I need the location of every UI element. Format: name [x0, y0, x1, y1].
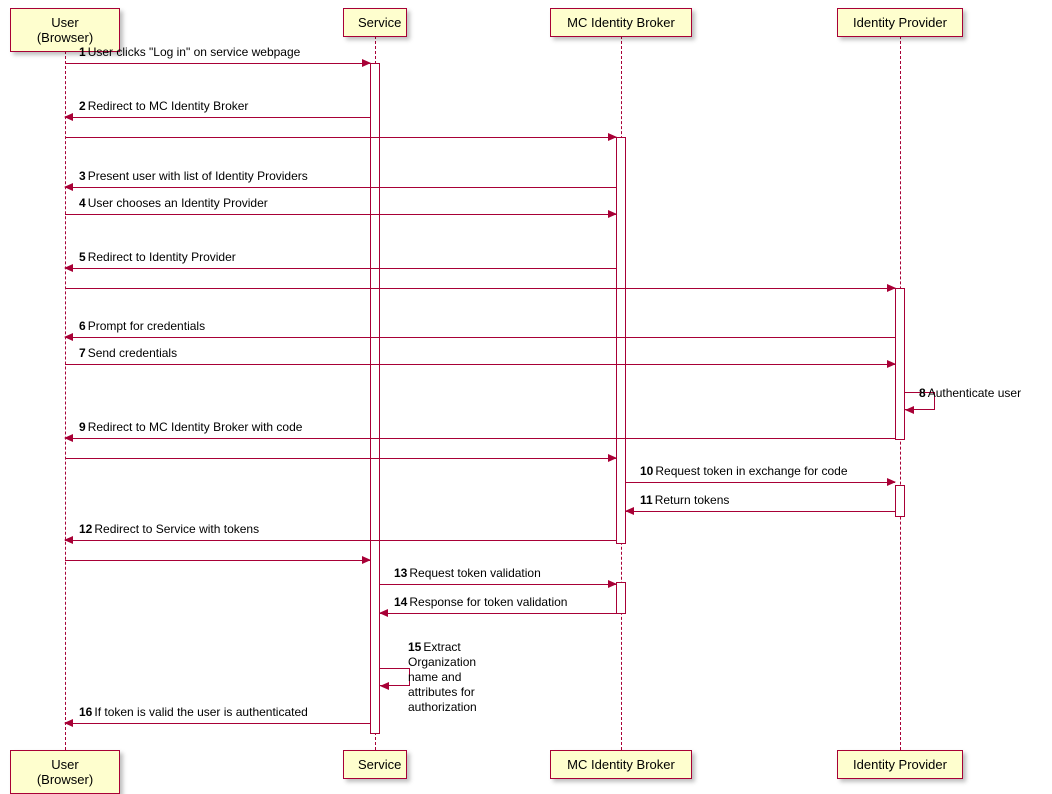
sequence-diagram: User (Browser)ServiceMC Identity BrokerI… — [0, 0, 1052, 785]
message-number: 3 — [79, 169, 86, 183]
arrow-head — [64, 719, 73, 727]
message-label: 13Request token validation — [394, 566, 541, 580]
arrow-head — [887, 478, 896, 486]
participant-idp: Identity Provider — [837, 8, 963, 37]
message-label: 16If token is valid the user is authenti… — [79, 705, 308, 719]
message-text: Redirect to MC Identity Broker with code — [88, 420, 303, 434]
message-label: 3Present user with list of Identity Prov… — [79, 169, 308, 183]
message-line — [65, 560, 370, 561]
self-call-arrow — [905, 406, 914, 414]
message-number: 7 — [79, 346, 86, 360]
message-label: 7Send credentials — [79, 346, 177, 360]
message-number: 16 — [79, 705, 92, 719]
message-text: Send credentials — [88, 346, 177, 360]
arrow-head — [64, 434, 73, 442]
activation-service-0 — [370, 63, 380, 734]
message-text: User clicks "Log in" on service webpage — [88, 45, 301, 59]
message-label: 4User chooses an Identity Provider — [79, 196, 268, 210]
message-text: Redirect to MC Identity Broker — [88, 99, 249, 113]
activation-idp-3 — [895, 485, 905, 517]
message-text: Redirect to Identity Provider — [88, 250, 236, 264]
participant-user: User (Browser) — [10, 750, 120, 794]
arrow-head — [362, 556, 371, 564]
arrow-head — [64, 264, 73, 272]
message-number: 6 — [79, 319, 86, 333]
message-line — [626, 511, 895, 512]
arrow-head — [64, 183, 73, 191]
arrow-head — [362, 59, 371, 67]
message-text: User chooses an Identity Provider — [88, 196, 268, 210]
message-number: 14 — [394, 595, 407, 609]
message-text: Prompt for credentials — [88, 319, 205, 333]
message-line — [380, 584, 616, 585]
message-label: 11Return tokens — [640, 493, 729, 507]
arrow-head — [64, 536, 73, 544]
message-line — [65, 540, 616, 541]
arrow-head — [625, 507, 634, 515]
participant-service: Service — [343, 750, 407, 779]
message-label: 6Prompt for credentials — [79, 319, 205, 333]
participant-idp: Identity Provider — [837, 750, 963, 779]
message-number: 11 — [640, 493, 653, 507]
message-line — [65, 63, 370, 64]
participant-broker: MC Identity Broker — [550, 8, 692, 37]
message-line — [65, 117, 370, 118]
message-label: 5Redirect to Identity Provider — [79, 250, 236, 264]
self-message-number: 8 — [919, 386, 926, 400]
message-line — [65, 137, 616, 138]
self-message-number: 15 — [408, 640, 421, 654]
message-line — [380, 613, 616, 614]
activation-idp-2 — [895, 288, 905, 440]
message-label: 2Redirect to MC Identity Broker — [79, 99, 248, 113]
self-message-text: Authenticate user — [928, 386, 1021, 400]
participant-service: Service — [343, 8, 407, 37]
message-text: Request token validation — [409, 566, 540, 580]
message-number: 4 — [79, 196, 86, 210]
message-line — [65, 214, 616, 215]
arrow-head — [608, 454, 617, 462]
arrow-head — [64, 113, 73, 121]
activation-broker-4 — [616, 582, 626, 614]
message-text: Redirect to Service with tokens — [94, 522, 259, 536]
message-line — [65, 337, 895, 338]
message-label: 14Response for token validation — [394, 595, 567, 609]
arrow-head — [64, 333, 73, 341]
message-text: If token is valid the user is authentica… — [94, 705, 307, 719]
arrow-head — [608, 210, 617, 218]
message-text: Present user with list of Identity Provi… — [88, 169, 308, 183]
message-text: Request token in exchange for code — [655, 464, 847, 478]
message-number: 10 — [640, 464, 653, 478]
message-label: 10Request token in exchange for code — [640, 464, 848, 478]
arrow-head — [379, 609, 388, 617]
message-number: 9 — [79, 420, 86, 434]
self-call-arrow — [380, 682, 389, 690]
message-label: 9Redirect to MC Identity Broker with cod… — [79, 420, 302, 434]
message-label: 1User clicks "Log in" on service webpage — [79, 45, 300, 59]
message-line — [65, 723, 370, 724]
activation-broker-1 — [616, 137, 626, 544]
message-line — [65, 458, 616, 459]
arrow-head — [608, 580, 617, 588]
message-line — [65, 268, 616, 269]
lifeline-user — [65, 36, 66, 750]
message-number: 2 — [79, 99, 86, 113]
message-number: 1 — [79, 45, 86, 59]
message-line — [65, 187, 616, 188]
message-text: Return tokens — [655, 493, 730, 507]
self-message-label: 15Extract Organization name andattribute… — [408, 640, 477, 715]
participant-broker: MC Identity Broker — [550, 750, 692, 779]
message-line — [626, 482, 895, 483]
arrow-head — [887, 360, 896, 368]
message-text: Response for token validation — [409, 595, 567, 609]
message-number: 13 — [394, 566, 407, 580]
message-line — [65, 288, 895, 289]
arrow-head — [887, 284, 896, 292]
message-line — [65, 438, 895, 439]
self-message-label: 8Authenticate user — [919, 386, 1021, 400]
message-label: 12Redirect to Service with tokens — [79, 522, 259, 536]
arrow-head — [608, 133, 617, 141]
message-number: 12 — [79, 522, 92, 536]
message-number: 5 — [79, 250, 86, 264]
message-line — [65, 364, 895, 365]
